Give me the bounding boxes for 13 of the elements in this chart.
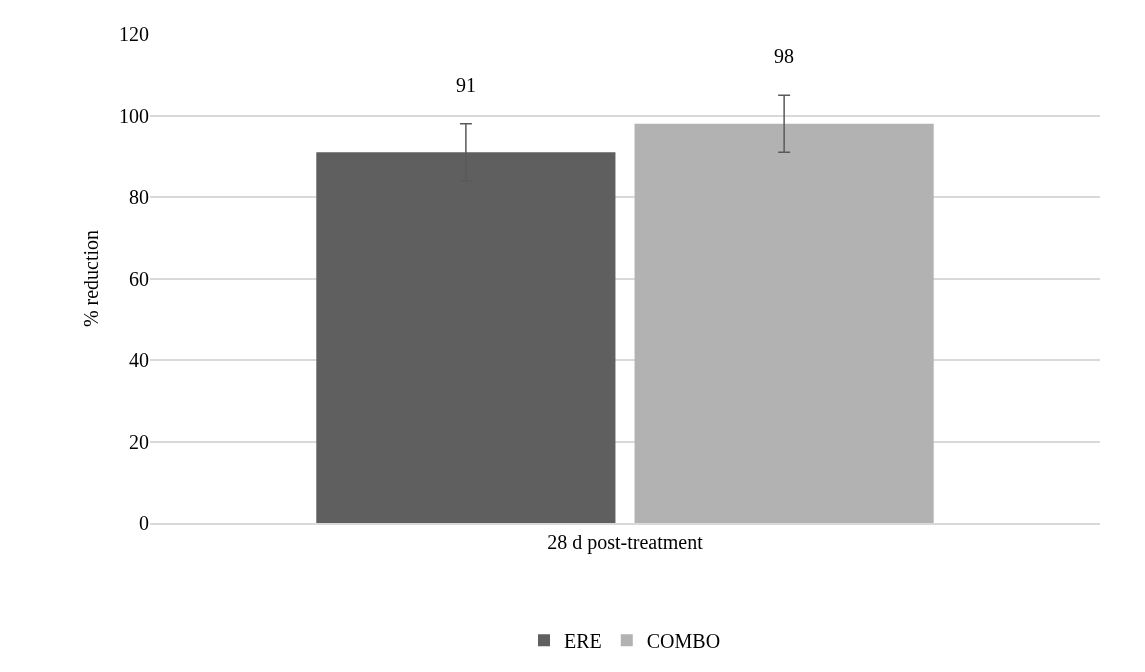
data-label: 98 xyxy=(774,45,794,67)
y-tick-label: 40 xyxy=(129,349,149,371)
y-tick-label: 80 xyxy=(129,186,149,208)
x-tick-label: 28 d post-treatment xyxy=(547,530,704,554)
y-tick-label: 20 xyxy=(129,430,149,453)
data-label: 91 xyxy=(456,74,476,96)
y-tick-label: 120 xyxy=(119,23,149,45)
y-tick-label: 0 xyxy=(139,512,149,534)
y-tick-label: 100 xyxy=(119,104,149,127)
legend-label: ERE xyxy=(564,630,602,653)
y-tick-label: 60 xyxy=(129,267,149,290)
y-axis-title: % reduction xyxy=(79,229,102,328)
legend-label: COMBO xyxy=(646,630,721,653)
